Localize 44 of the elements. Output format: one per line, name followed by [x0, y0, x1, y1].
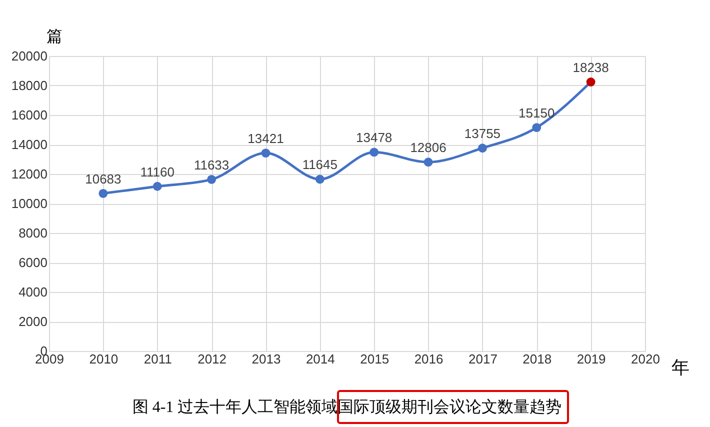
data-label: 13478: [356, 130, 392, 146]
point: [261, 148, 270, 158]
point: [478, 144, 487, 153]
data-label: 11645: [302, 157, 338, 172]
x-tick-label: 2015: [360, 352, 390, 366]
x-tick-label: 2017: [468, 352, 498, 366]
y-tick-label: 4000: [18, 284, 48, 300]
y-tick-label: 12000: [11, 166, 48, 182]
point: [532, 123, 542, 132]
data-label: 11160: [140, 164, 174, 180]
x-tick-label: 2012: [198, 352, 227, 366]
x-tick-label: 2014: [306, 352, 335, 366]
y-tick-label: 16000: [11, 108, 48, 122]
data-label: 12806: [410, 140, 446, 156]
y-tick-label: 18000: [11, 78, 48, 93]
point: [98, 188, 108, 198]
point: [207, 174, 216, 184]
x-tick-label: 2016: [414, 352, 444, 366]
x-tick-label: 2020: [631, 352, 660, 366]
x-tick-label: 2019: [576, 352, 606, 366]
point: [424, 158, 433, 167]
point: [586, 78, 596, 86]
y-tick-label: 8000: [18, 226, 48, 240]
y-tick-label: 20000: [11, 48, 48, 64]
y-tick-label: 6000: [18, 255, 48, 270]
y-axis-title: 篇: [46, 28, 62, 46]
data-label: 15150: [518, 106, 555, 121]
point: [152, 182, 162, 191]
text: 图 4-1 过去十年人工智能领域国际顶级期刊会议论文数量趋势: [132, 398, 562, 416]
data-label: 10683: [85, 171, 122, 186]
data-label: 13421: [248, 131, 284, 146]
data-label: 13755: [464, 126, 501, 142]
point: [315, 174, 324, 184]
y-tick-label: 10000: [11, 196, 48, 211]
point: [370, 148, 379, 157]
x-tick-label: 2011: [144, 352, 172, 366]
x-axis-title: 年: [672, 358, 690, 378]
x-tick-label: 2010: [89, 352, 118, 366]
y-tick-label: 14000: [11, 137, 48, 152]
x-tick-label: 2018: [522, 352, 552, 366]
x-tick-label: 2013: [252, 352, 281, 366]
data-label: 11633: [194, 157, 230, 172]
y-tick-label: 2000: [18, 314, 48, 329]
data-label: 18238: [572, 60, 609, 75]
